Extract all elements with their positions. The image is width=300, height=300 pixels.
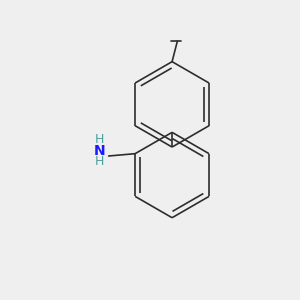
Text: H: H — [95, 155, 105, 168]
Text: N: N — [94, 144, 106, 158]
Text: H: H — [95, 133, 105, 146]
